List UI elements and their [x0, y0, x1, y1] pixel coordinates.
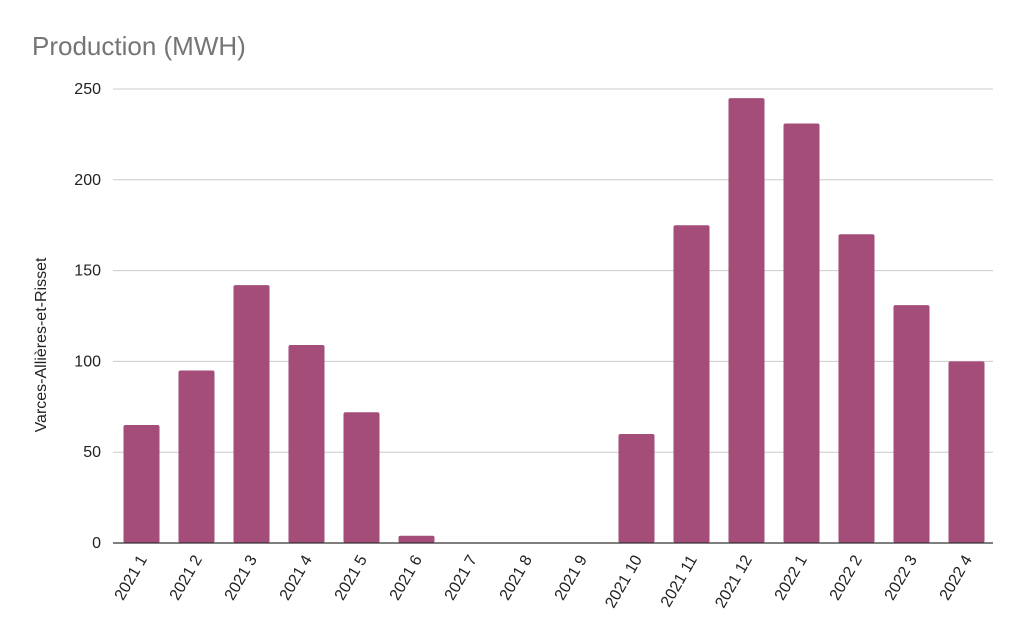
bar	[123, 424, 160, 543]
bar	[233, 285, 270, 543]
x-tick-label: 2021 2	[167, 552, 206, 603]
y-tick-label: 150	[74, 263, 101, 280]
y-axis-ticks: 0 50 100 150 200 250	[74, 81, 101, 552]
bar	[178, 370, 215, 543]
x-axis-ticks: 2021 1 2021 2 2021 3 2021 4 2021 5 2021 6 2021…	[112, 552, 976, 611]
x-tick-label: 2021 6	[387, 552, 426, 603]
x-tick-label: 2022 3	[882, 552, 921, 603]
y-tick-label: 100	[74, 353, 101, 370]
bar	[288, 345, 325, 543]
x-tick-label: 2022 2	[827, 552, 866, 603]
x-tick-label: 2021 4	[277, 552, 316, 603]
y-tick-label: 250	[74, 81, 101, 98]
y-tick-label: 200	[74, 172, 101, 189]
x-tick-label: 2021 12	[712, 552, 756, 611]
x-tick-label: 2021 10	[602, 552, 646, 611]
bar	[948, 361, 985, 543]
x-tick-label: 2022 1	[772, 552, 811, 603]
y-axis-label: Varces-Allières-et-Risset	[33, 257, 50, 432]
x-tick-label: 2021 1	[112, 552, 151, 603]
chart-title: Production (MWH)	[32, 31, 246, 61]
x-tick-label: 2021 9	[552, 552, 591, 603]
bar	[838, 234, 875, 543]
y-tick-label: 50	[83, 444, 101, 461]
bar	[893, 305, 930, 543]
bar	[398, 535, 435, 543]
x-tick-label: 2021 11	[658, 552, 701, 610]
x-tick-label: 2021 5	[332, 552, 371, 603]
bar	[343, 412, 380, 543]
bar	[618, 434, 655, 543]
bar	[673, 225, 710, 543]
x-tick-label: 2021 7	[442, 552, 481, 603]
bars	[123, 98, 985, 543]
x-tick-label: 2022 4	[937, 552, 976, 603]
bar	[783, 123, 820, 543]
x-tick-label: 2021 3	[222, 552, 261, 603]
x-tick-label: 2021 8	[497, 552, 536, 603]
y-tick-label: 0	[92, 535, 101, 552]
bar	[728, 98, 765, 543]
